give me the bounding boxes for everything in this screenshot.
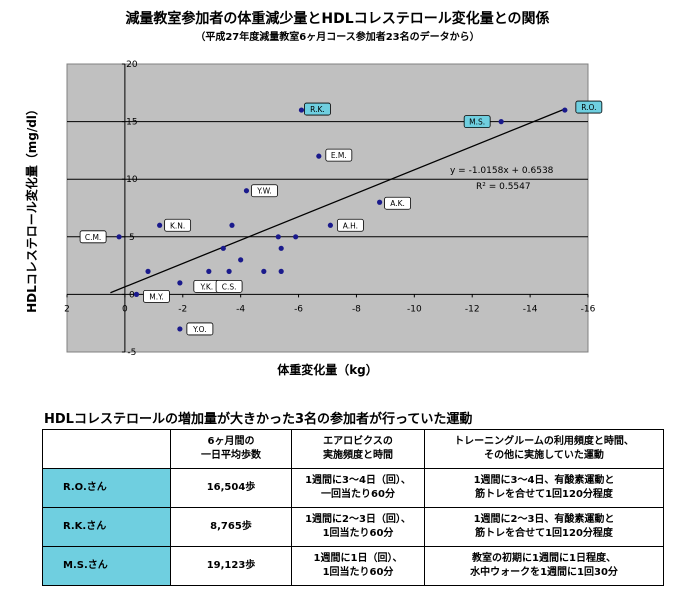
data-point	[226, 268, 232, 274]
trendline-r2: R² = 0.5547	[476, 182, 531, 192]
aerobics-cell: 1週間に1日（回）、 1回当たり60分	[291, 546, 425, 586]
data-point	[316, 153, 322, 159]
trendline-equation: y = -1.0158x + 0.6538	[450, 166, 554, 176]
data-point	[206, 268, 212, 274]
x-tick-label: -14	[523, 304, 538, 314]
table-header-row: 6ヶ月間の 一日平均歩数 エアロビクスの 実施頻度と時間 トレーニングルームの利…	[42, 429, 664, 469]
aerobics-cell: 1週間に2～3日（回）、 1回当たり60分	[291, 507, 425, 547]
aerobics-cell: 1週間に3～4日（回）、 一回当たり60分	[291, 468, 425, 508]
x-tick-label: -4	[236, 304, 245, 314]
table-title: HDLコレステロールの増加量が大きかった3名の参加者が行っていた運動	[44, 412, 473, 427]
x-tick-label: 2	[64, 304, 70, 314]
x-tick-label: -2	[178, 304, 187, 314]
header-cell-training: トレーニングルームの利用頻度と時間、 その他に実施していた運動	[424, 429, 664, 469]
data-point	[133, 291, 140, 297]
data-point	[498, 119, 504, 125]
point-label-box	[304, 102, 331, 116]
point-label: R.O.	[581, 103, 596, 112]
point-label-box	[186, 322, 214, 336]
data-point	[157, 222, 163, 228]
header-cell-blank	[42, 429, 171, 469]
point-label-box	[79, 230, 107, 244]
point-label-box	[215, 279, 243, 293]
x-tick-label: -12	[465, 304, 480, 314]
table-row: M.S.さん 19,123歩 1週間に1日（回）、 1回当たり60分 教室の初期…	[42, 546, 664, 586]
x-tick-label: -16	[581, 304, 596, 314]
data-point	[293, 234, 299, 240]
point-label: C.M.	[85, 233, 101, 242]
data-point	[298, 107, 305, 113]
data-point	[261, 268, 267, 274]
steps-cell: 19,123歩	[170, 546, 292, 586]
point-label-box	[164, 218, 192, 232]
point-label-box	[251, 184, 278, 198]
y-tick-label: -5	[127, 348, 136, 358]
training-cell: 1週間に2～3日、有酸素運動と 筋トレを合せて1回120分程度	[424, 507, 664, 547]
header-cell-steps: 6ヶ月間の 一日平均歩数	[170, 429, 292, 469]
point-label: R.K.	[310, 105, 325, 114]
data-point	[278, 245, 284, 251]
data-point	[377, 199, 383, 205]
point-label: K.N.	[170, 221, 185, 230]
point-label-box	[336, 218, 364, 232]
data-point	[220, 245, 226, 251]
point-label: A.H.	[343, 221, 358, 230]
data-point	[229, 222, 235, 228]
x-tick-label: -6	[294, 304, 303, 314]
point-label: Y.O.	[192, 325, 206, 334]
data-point	[116, 234, 122, 240]
data-point	[177, 326, 183, 332]
data-point	[275, 234, 281, 240]
y-axis-title: HDLコレステロール変化量（mg/dl）	[24, 103, 39, 313]
point-label: M.S.	[469, 118, 485, 127]
participant-name: M.S.さん	[42, 546, 171, 586]
header-cell-aerobics: エアロビクスの 実施頻度と時間	[291, 429, 425, 469]
chart-subtitle: （平成27年度減量教室6ヶ月コース参加者23名のデータから）	[195, 32, 480, 43]
x-axis-title: 体重変化量（kg）	[277, 362, 378, 377]
x-tick-label: 0	[122, 304, 128, 314]
data-point	[562, 107, 568, 113]
training-cell: 教室の初期に1週間に1日程度、 水中ウォークを1週間に1回30分	[424, 546, 664, 586]
exercise-table: 6ヶ月間の 一日平均歩数 エアロビクスの 実施頻度と時間 トレーニングルームの利…	[42, 429, 664, 586]
x-tick-label: -8	[352, 304, 361, 314]
data-point	[278, 268, 284, 274]
data-point	[243, 188, 250, 194]
point-label: Y.K.	[199, 282, 213, 291]
point-label: M.Y.	[149, 292, 163, 301]
y-tick-label: 0	[129, 290, 135, 300]
point-label: E.M.	[331, 151, 347, 160]
y-tick-label: 15	[126, 118, 137, 128]
table-row: R.O.さん 16,504歩 1週間に3～4日（回）、 一回当たり60分 1週間…	[42, 468, 664, 508]
steps-cell: 8,765歩	[170, 507, 292, 547]
participant-name: R.K.さん	[42, 507, 171, 547]
point-label-box	[463, 115, 491, 128]
training-cell: 1週間に3～4日、有酸素運動と 筋トレを合せて1回120分程度	[424, 468, 664, 508]
y-tick-label: 10	[126, 175, 138, 185]
data-point	[238, 257, 244, 263]
participant-name: R.O.さん	[42, 468, 171, 508]
point-label: C.S.	[222, 282, 237, 291]
trendline	[110, 108, 566, 294]
point-label-box	[575, 100, 603, 114]
data-point	[177, 280, 183, 286]
chart-title: 減量教室参加者の体重減少量とHDLコレステロール変化量との関係	[125, 11, 550, 27]
point-label-box	[384, 196, 412, 210]
point-label-box	[143, 289, 170, 303]
y-tick-label: 20	[126, 60, 138, 70]
y-tick-label: 5	[129, 233, 135, 243]
point-label: Y.W.	[256, 187, 271, 196]
steps-cell: 16,504歩	[170, 468, 292, 508]
data-point	[145, 268, 151, 274]
point-label-box	[325, 148, 353, 162]
point-label: A.K.	[390, 199, 405, 208]
data-point	[327, 222, 333, 228]
table-row: R.K.さん 8,765歩 1週間に2～3日（回）、 1回当たり60分 1週間に…	[42, 507, 664, 547]
x-tick-label: -10	[407, 304, 422, 314]
